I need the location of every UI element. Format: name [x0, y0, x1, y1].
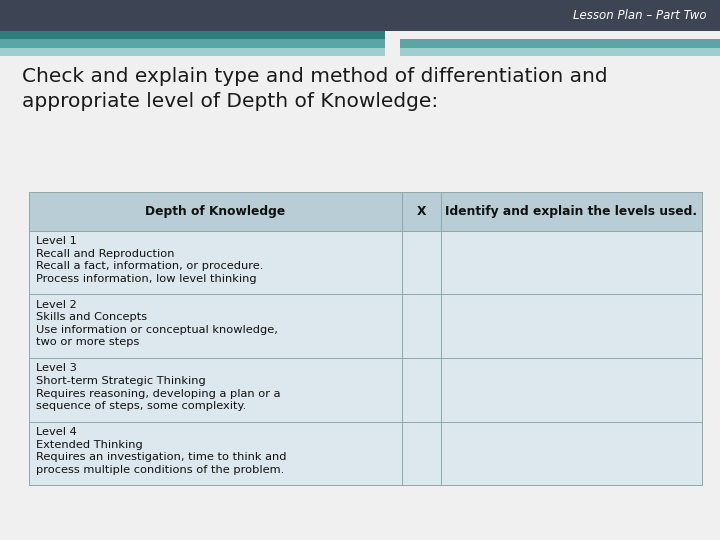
Bar [400, 39, 720, 48]
Bar [0, 56, 720, 540]
Bar [0, 0, 720, 31]
Bar [29, 192, 702, 231]
Bar [400, 48, 720, 56]
Bar [0, 39, 385, 48]
Text: Lesson Plan – Part Two: Lesson Plan – Part Two [573, 9, 707, 22]
Text: Level 3
Short-term Strategic Thinking
Requires reasoning, developing a plan or a: Level 3 Short-term Strategic Thinking Re… [36, 363, 281, 411]
Bar [29, 422, 702, 485]
Text: Level 2
Skills and Concepts
Use information or conceptual knowledge,
two or more: Level 2 Skills and Concepts Use informat… [36, 300, 278, 347]
Text: X: X [417, 205, 426, 218]
Text: Check and explain type and method of differentiation and
appropriate level of De: Check and explain type and method of dif… [22, 68, 607, 111]
Text: Depth of Knowledge: Depth of Knowledge [145, 205, 286, 218]
Text: Level 4
Extended Thinking
Requires an investigation, time to think and
process m: Level 4 Extended Thinking Requires an in… [36, 427, 287, 475]
Bar [0, 31, 385, 39]
Bar [29, 231, 702, 294]
Text: Level 1
Recall and Reproduction
Recall a fact, information, or procedure.
Proces: Level 1 Recall and Reproduction Recall a… [36, 236, 264, 284]
Bar [29, 358, 702, 422]
Text: Identify and explain the levels used.: Identify and explain the levels used. [446, 205, 698, 218]
Bar [0, 48, 385, 56]
Bar [29, 294, 702, 358]
